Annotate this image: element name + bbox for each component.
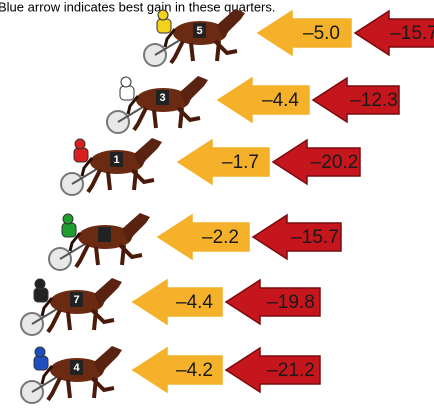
horse-number: 4 bbox=[73, 362, 80, 374]
driver-body bbox=[157, 19, 171, 33]
driver-helmet bbox=[158, 10, 168, 20]
diagram: Blue arrow indicates best gain in these … bbox=[0, 0, 434, 409]
gain-value: –2.2 bbox=[202, 227, 239, 248]
driver-body bbox=[34, 288, 48, 302]
horse-row: 7 –19.8 –4.4 bbox=[21, 278, 320, 335]
horse-legs bbox=[108, 172, 110, 190]
horse: 4 bbox=[21, 346, 122, 403]
horse-row: 1 –20.2 –1.7 bbox=[61, 138, 360, 195]
horse-row: –15.7 –2.2 bbox=[49, 213, 341, 270]
driver-body bbox=[74, 148, 88, 162]
gain-value: –4.2 bbox=[176, 360, 213, 381]
horse-legs bbox=[191, 43, 193, 61]
driver-body bbox=[120, 86, 134, 100]
horse: 5 bbox=[144, 9, 245, 66]
horse: 3 bbox=[107, 76, 208, 133]
horse-row: 3 –12.3 –4.4 bbox=[107, 76, 399, 133]
driver-helmet bbox=[75, 139, 85, 149]
driver-body bbox=[34, 356, 48, 370]
gain-value: –1.7 bbox=[222, 152, 259, 173]
driver-body bbox=[62, 223, 76, 237]
gain-value: –5.0 bbox=[303, 23, 340, 44]
horse-neck bbox=[134, 138, 162, 168]
horse-neck bbox=[94, 346, 122, 376]
horse-legs bbox=[96, 247, 98, 265]
gain-value: –4.4 bbox=[262, 90, 299, 111]
horse-neck bbox=[94, 278, 122, 308]
loss-value: –20.2 bbox=[311, 152, 359, 173]
horse-legs bbox=[68, 380, 70, 398]
loss-value: –15.7 bbox=[390, 23, 434, 44]
horse-neck bbox=[122, 213, 150, 243]
driver-helmet bbox=[63, 214, 73, 224]
loss-value: –12.3 bbox=[350, 90, 398, 111]
loss-value: –15.7 bbox=[291, 227, 339, 248]
horse-row: 4 –21.2 –4.2 bbox=[21, 346, 320, 403]
horse-row: 5 –15.7 –5.0 bbox=[144, 9, 434, 66]
horse-legs bbox=[217, 41, 219, 61]
horse-legs bbox=[94, 378, 96, 398]
horse-legs bbox=[68, 312, 70, 330]
horse: 7 bbox=[21, 278, 122, 335]
horse-legs bbox=[154, 110, 156, 128]
horse-legs bbox=[180, 108, 182, 128]
horse-neck bbox=[180, 76, 208, 106]
saddle-cloth bbox=[98, 227, 111, 242]
driver-helmet bbox=[35, 279, 45, 289]
horse-number: 5 bbox=[196, 25, 202, 37]
horse-number: 1 bbox=[113, 154, 119, 166]
loss-value: –21.2 bbox=[267, 360, 315, 381]
horse-number: 7 bbox=[73, 294, 79, 306]
horse-number: 3 bbox=[159, 92, 165, 104]
horse: 1 bbox=[61, 138, 162, 195]
loss-value: –19.8 bbox=[267, 292, 315, 313]
horse-legs bbox=[122, 245, 124, 265]
driver-helmet bbox=[35, 347, 45, 357]
gain-value: –4.4 bbox=[176, 292, 213, 313]
horse-legs bbox=[134, 170, 136, 190]
horse-legs bbox=[94, 310, 96, 330]
horse bbox=[49, 213, 150, 270]
driver-helmet bbox=[121, 77, 131, 87]
